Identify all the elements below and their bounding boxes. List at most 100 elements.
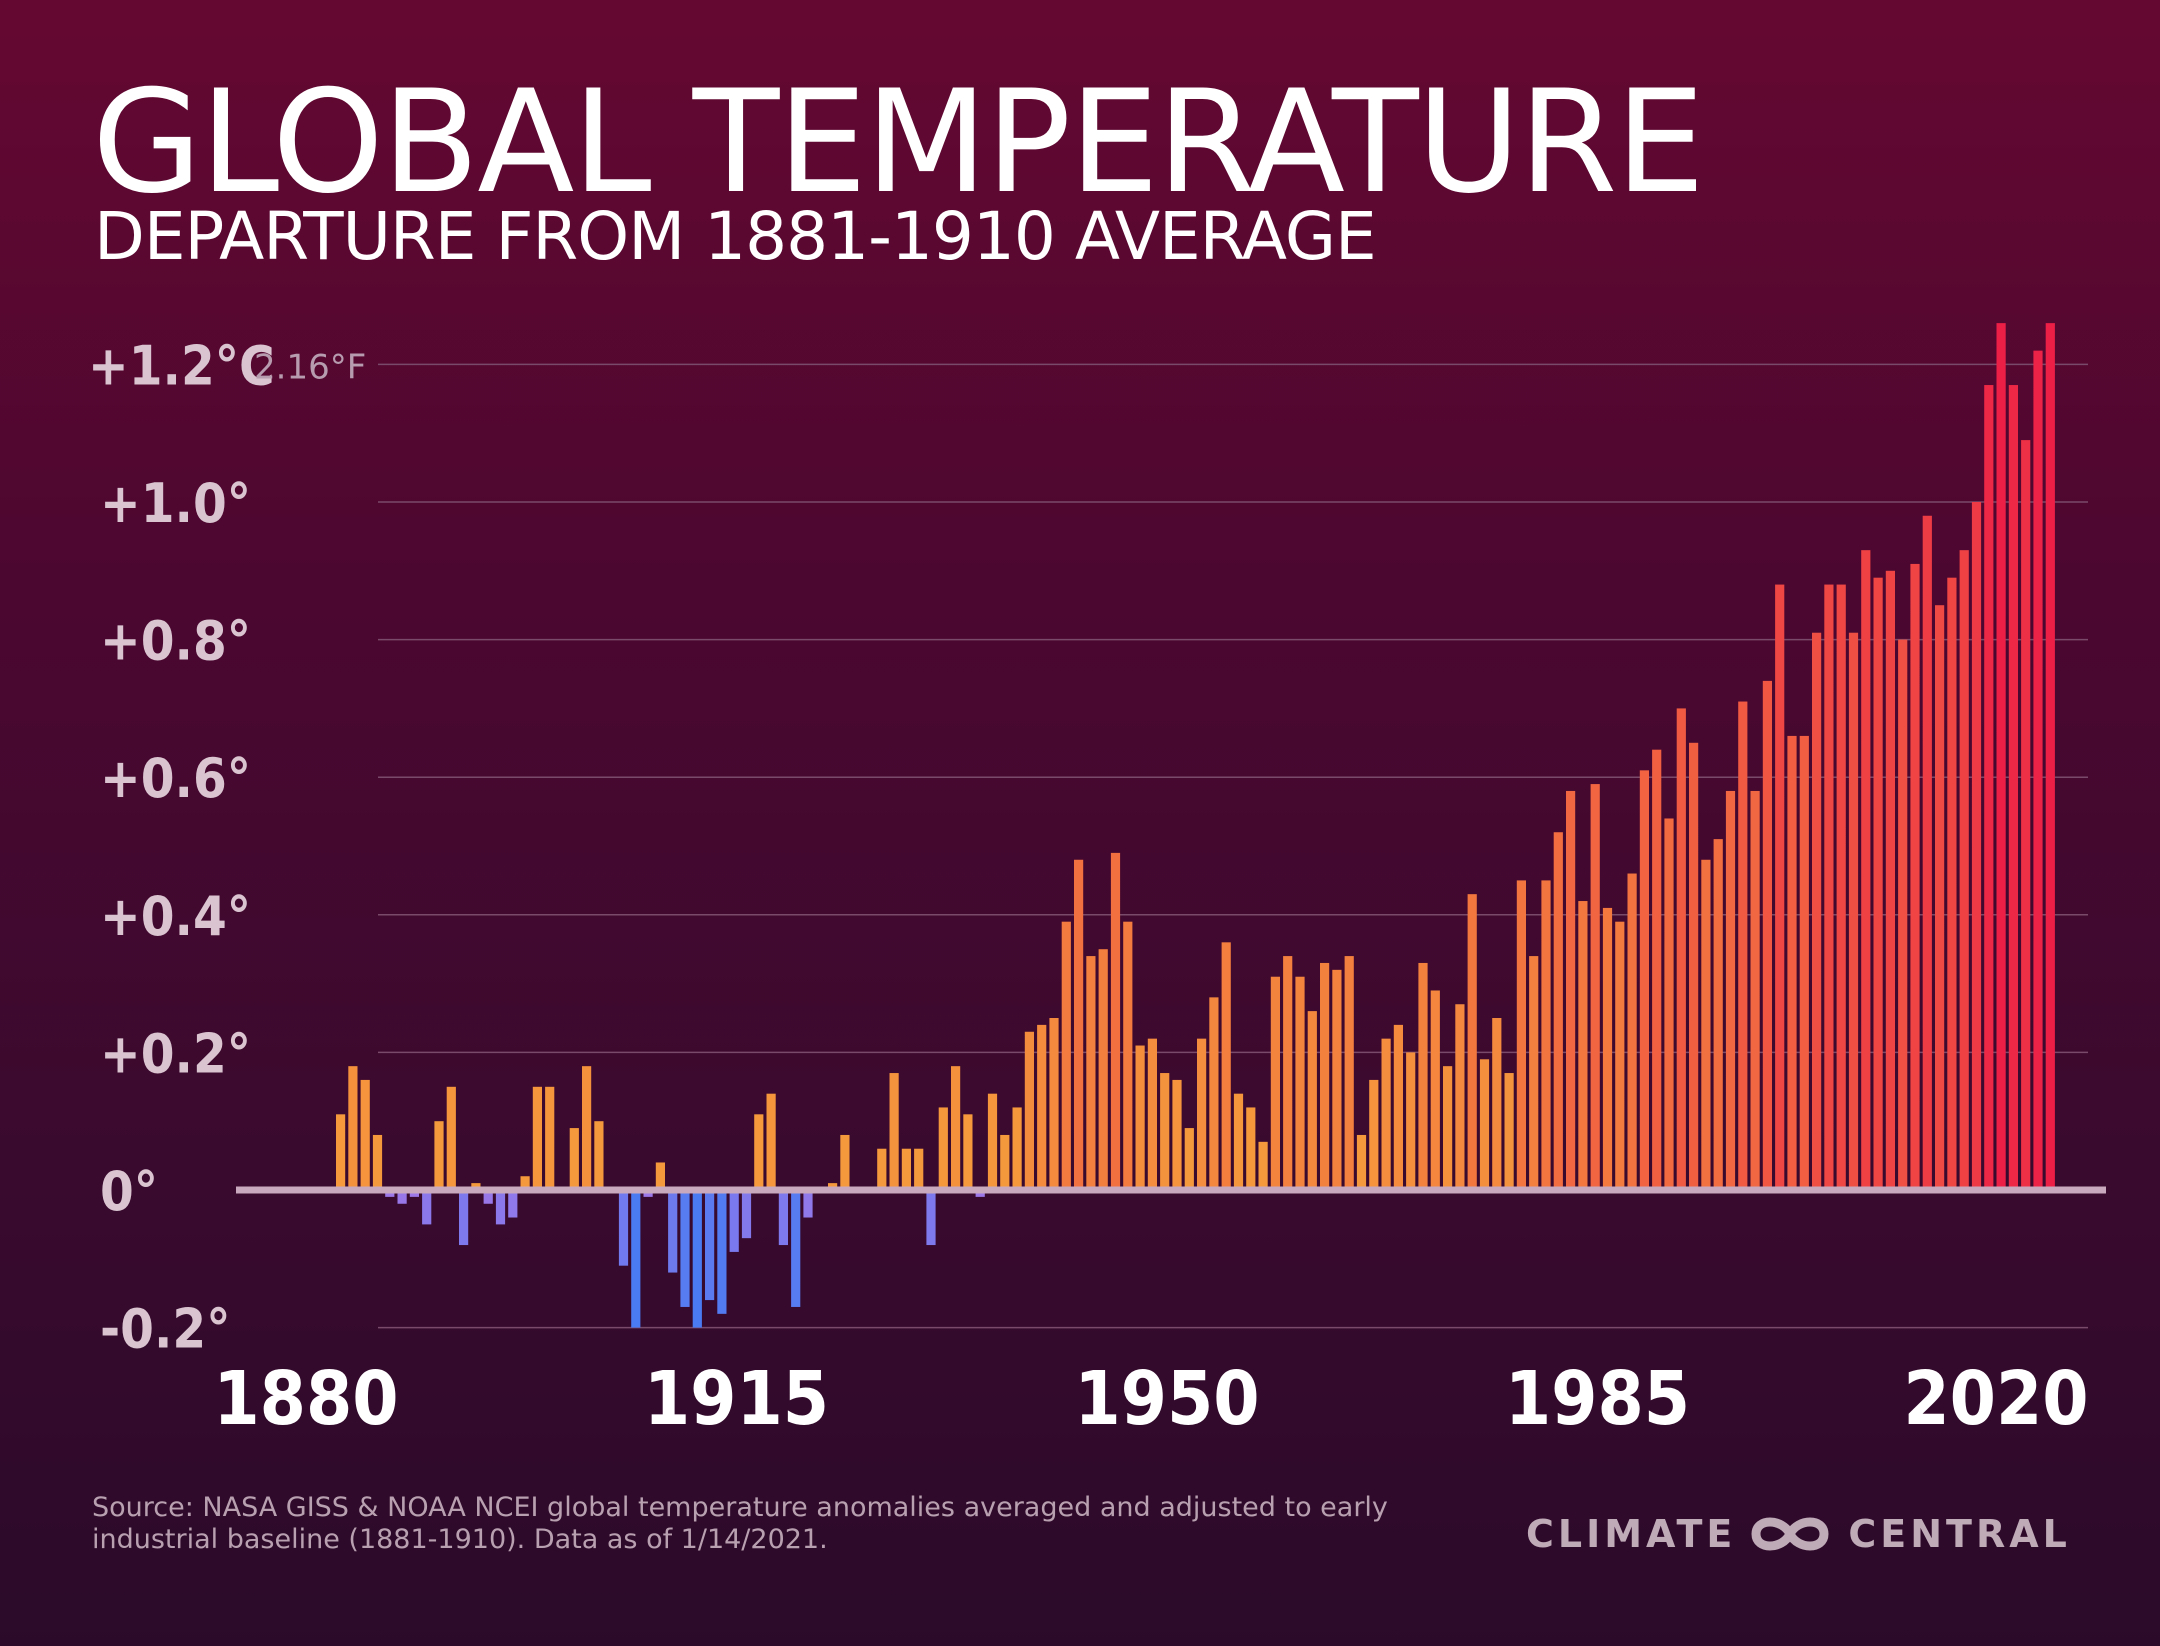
bar-1901 bbox=[594, 1121, 604, 1190]
bar-1945 bbox=[1135, 1045, 1145, 1190]
bar-1937 bbox=[1037, 1024, 1047, 1190]
bar-1933 bbox=[987, 1093, 998, 1190]
bar-1894 bbox=[508, 1190, 518, 1218]
bar-1899 bbox=[569, 1128, 579, 1190]
bar-1888 bbox=[434, 1121, 444, 1190]
bar-1897 bbox=[545, 1086, 555, 1190]
bar-1892 bbox=[483, 1190, 493, 1204]
bar-1911 bbox=[717, 1190, 727, 1314]
bar-1969 bbox=[1430, 990, 1440, 1190]
bar-1997 bbox=[1775, 584, 1785, 1190]
bar-1996 bbox=[1762, 680, 1772, 1190]
bar-2008 bbox=[1910, 563, 1920, 1190]
bar-1980 bbox=[1566, 790, 1576, 1190]
bar-1914 bbox=[754, 1114, 764, 1190]
bar-1929 bbox=[938, 1107, 948, 1190]
logo-word-left: CLIMATE bbox=[1526, 1512, 1737, 1556]
bar-1887 bbox=[422, 1190, 432, 1225]
bar-1968 bbox=[1418, 962, 1428, 1190]
bar-1921 bbox=[840, 1134, 850, 1190]
bar-1882 bbox=[360, 1079, 370, 1190]
bar-1975 bbox=[1504, 1073, 1514, 1190]
bar-1955 bbox=[1258, 1141, 1268, 1190]
x-axis-labels: 1880 1915 1950 1985 2020 bbox=[213, 1356, 2088, 1442]
bar-1915 bbox=[766, 1093, 776, 1190]
bar-1934 bbox=[1000, 1134, 1010, 1190]
bar-1893 bbox=[495, 1190, 506, 1225]
bar-1944 bbox=[1123, 921, 1133, 1190]
bar-2005 bbox=[1873, 577, 1883, 1190]
bar-2019 bbox=[2045, 323, 2055, 1190]
bar-1930 bbox=[951, 1066, 961, 1190]
bar-2017 bbox=[2021, 440, 2031, 1191]
bar-1885 bbox=[397, 1190, 407, 1204]
bar-1957 bbox=[1283, 956, 1293, 1190]
bar-1916 bbox=[778, 1190, 788, 1246]
bar-2006 bbox=[1885, 570, 1895, 1190]
bar-1896 bbox=[532, 1086, 542, 1190]
bar-1943 bbox=[1110, 852, 1121, 1190]
bar-1890 bbox=[459, 1190, 469, 1246]
bar-2004 bbox=[1861, 550, 1871, 1190]
bar-1982 bbox=[1590, 784, 1600, 1190]
bar-1903 bbox=[618, 1190, 629, 1266]
bar-1950 bbox=[1197, 1038, 1207, 1190]
bar-1978 bbox=[1541, 880, 1551, 1190]
bar-1961 bbox=[1332, 969, 1342, 1190]
bar-1924 bbox=[877, 1148, 887, 1190]
bar-1963 bbox=[1356, 1134, 1367, 1190]
bar-1965 bbox=[1381, 1038, 1391, 1190]
bar-1976 bbox=[1516, 880, 1526, 1190]
bar-1939 bbox=[1061, 921, 1071, 1190]
chart-subtitle: DEPARTURE FROM 1881-1910 AVERAGE bbox=[94, 198, 1377, 275]
y-tick-label: +0.4° bbox=[100, 885, 251, 948]
bar-1900 bbox=[582, 1066, 592, 1190]
bar-1972 bbox=[1467, 894, 1477, 1190]
bar-1981 bbox=[1578, 901, 1588, 1190]
bar-2012 bbox=[1959, 550, 1969, 1190]
bar-1947 bbox=[1160, 1073, 1170, 1190]
bar-1990 bbox=[1689, 742, 1699, 1190]
bar-1993 bbox=[1725, 790, 1736, 1190]
bar-1925 bbox=[889, 1073, 899, 1190]
bar-1938 bbox=[1049, 1018, 1059, 1190]
bar-1983 bbox=[1602, 907, 1613, 1190]
bar-1992 bbox=[1713, 839, 1723, 1190]
bar-1971 bbox=[1455, 1004, 1465, 1190]
bar-1935 bbox=[1012, 1107, 1022, 1190]
bar-1907 bbox=[668, 1190, 678, 1273]
bar-1984 bbox=[1615, 921, 1625, 1190]
bar-1991 bbox=[1701, 859, 1711, 1190]
bar-1940 bbox=[1074, 859, 1084, 1190]
bar-1985 bbox=[1627, 873, 1637, 1190]
bar-1949 bbox=[1184, 1128, 1194, 1190]
bar-2014 bbox=[1984, 385, 1994, 1190]
bar-1904 bbox=[631, 1190, 641, 1328]
bar-1917 bbox=[791, 1190, 801, 1307]
bar-1927 bbox=[914, 1148, 924, 1190]
y-tick-label: -0.2° bbox=[100, 1298, 231, 1361]
bar-1988 bbox=[1664, 818, 1674, 1190]
bar-1967 bbox=[1406, 1052, 1416, 1190]
bar-1987 bbox=[1652, 749, 1662, 1190]
bar-2010 bbox=[1935, 605, 1945, 1190]
infinity-loops-icon bbox=[1751, 1517, 1829, 1551]
x-tick-label: 1880 bbox=[213, 1356, 398, 1442]
bar-2007 bbox=[1898, 639, 1908, 1190]
bar-1958 bbox=[1295, 976, 1305, 1190]
y-tick-fahrenheit-label: 2.16°F bbox=[254, 347, 366, 387]
x-tick-label: 1985 bbox=[1505, 1356, 1690, 1442]
bar-1880 bbox=[336, 1114, 346, 1190]
bar-1966 bbox=[1393, 1024, 1403, 1190]
bar-2016 bbox=[2008, 385, 2018, 1190]
bar-1979 bbox=[1553, 832, 1563, 1190]
y-tick-label: +0.2° bbox=[100, 1022, 251, 1085]
source-note: Source: NASA GISS & NOAA NCEI global tem… bbox=[92, 1492, 1388, 1555]
bar-1912 bbox=[729, 1190, 739, 1252]
bar-1986 bbox=[1639, 770, 1649, 1190]
bar-1999 bbox=[1799, 735, 1809, 1190]
bar-1928 bbox=[926, 1190, 936, 1246]
bar-1995 bbox=[1750, 790, 1760, 1190]
bar-1973 bbox=[1479, 1059, 1490, 1190]
